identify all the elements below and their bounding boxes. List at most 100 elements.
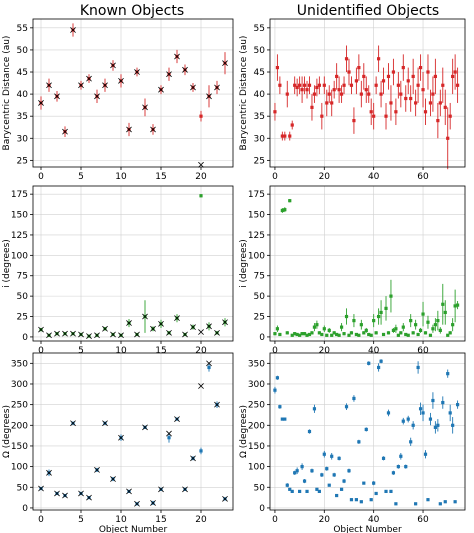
data-point xyxy=(389,294,393,298)
y-tick-label: 50 xyxy=(17,483,29,493)
y-tick-label: 50 xyxy=(254,483,266,493)
data-point xyxy=(394,502,398,506)
x-tick-label: 5 xyxy=(78,172,84,182)
data-point xyxy=(310,331,314,335)
data-point xyxy=(325,333,329,337)
reference-x-marker xyxy=(166,71,172,78)
data-point xyxy=(362,331,366,335)
data-point xyxy=(300,332,304,336)
data-point xyxy=(433,74,437,79)
data-point xyxy=(307,332,312,337)
data-point xyxy=(207,365,211,370)
reference-x-marker xyxy=(54,490,60,497)
y-tick-label: 100 xyxy=(11,251,28,261)
data-point xyxy=(302,479,307,483)
x-tick-label: 0 xyxy=(272,172,278,182)
data-point xyxy=(377,365,381,370)
data-point xyxy=(384,114,388,118)
data-point xyxy=(354,79,358,83)
y-tick-label: 55 xyxy=(17,24,28,34)
reference-x-marker xyxy=(38,485,44,492)
data-point xyxy=(406,79,410,83)
data-point xyxy=(317,83,321,87)
data-point xyxy=(344,57,349,61)
reference-x-marker xyxy=(182,331,188,338)
data-point xyxy=(396,333,400,337)
data-point xyxy=(335,332,339,337)
y-tick-label: 50 xyxy=(254,46,266,56)
data-point xyxy=(369,110,373,114)
x-tick-label: 20 xyxy=(195,172,207,182)
data-point xyxy=(446,333,450,337)
data-point xyxy=(414,502,418,506)
reference-x-marker xyxy=(190,84,196,91)
reference-x-marker xyxy=(62,492,68,499)
data-point xyxy=(455,303,460,307)
x-axis-label: Object Number xyxy=(333,525,402,533)
y-tick-label: 55 xyxy=(254,24,265,34)
data-point xyxy=(436,319,440,323)
data-point xyxy=(330,454,334,458)
reference-x-marker xyxy=(182,486,188,493)
reference-x-marker xyxy=(62,128,68,135)
x-tick-label: 15 xyxy=(155,346,166,356)
data-point xyxy=(453,70,457,74)
y-tick-label: 35 xyxy=(254,112,265,122)
column-title-right: Unidentified Objects xyxy=(297,3,439,19)
reference-x-marker xyxy=(198,329,204,335)
data-point xyxy=(438,502,442,506)
data-point xyxy=(288,134,292,138)
data-point xyxy=(288,487,292,491)
data-point xyxy=(433,425,437,429)
reference-x-marker xyxy=(70,420,76,427)
data-point xyxy=(394,110,398,114)
data-point xyxy=(307,429,312,434)
reference-x-marker xyxy=(126,126,132,133)
reference-x-marker xyxy=(206,93,212,100)
y-tick-label: 250 xyxy=(248,401,265,411)
plot-frame xyxy=(32,185,234,342)
x-tick-label: 40 xyxy=(368,346,380,356)
data-point xyxy=(441,83,445,87)
data-point xyxy=(349,83,354,87)
y-tick-label: 150 xyxy=(11,211,28,221)
reference-x-marker xyxy=(86,333,92,339)
y-tick-label: 25 xyxy=(254,313,265,323)
data-point xyxy=(416,332,420,337)
y-tick-label: 300 xyxy=(248,380,265,390)
data-point xyxy=(298,333,302,337)
data-point xyxy=(377,57,381,61)
data-point xyxy=(396,83,400,87)
data-point xyxy=(283,208,287,212)
x-tick-label: 20 xyxy=(195,346,207,356)
reference-x-marker xyxy=(150,500,156,506)
x-tick-label: 20 xyxy=(195,515,207,525)
data-point xyxy=(451,323,455,327)
data-point xyxy=(431,92,435,96)
data-point xyxy=(389,101,393,105)
reference-x-marker xyxy=(94,332,100,339)
data-point xyxy=(453,500,457,504)
data-point xyxy=(295,469,299,473)
data-point xyxy=(332,473,336,477)
reference-x-marker xyxy=(62,330,68,337)
data-point xyxy=(315,85,319,90)
y-tick-label: 30 xyxy=(17,134,29,144)
data-point xyxy=(339,325,344,329)
reference-x-marker xyxy=(126,488,132,495)
y-tick-label: 125 xyxy=(11,231,28,241)
x-tick-label: 15 xyxy=(155,515,166,525)
x-tick-label: 10 xyxy=(115,346,127,356)
data-point xyxy=(418,328,423,332)
data-point xyxy=(362,74,366,79)
data-point xyxy=(312,325,317,329)
column-title-left: Known Objects xyxy=(80,3,184,19)
y-tick-label: 50 xyxy=(17,46,29,56)
y-tick-label: 100 xyxy=(248,251,265,261)
y-tick-label: 175 xyxy=(248,190,265,200)
data-point xyxy=(344,405,349,409)
x-tick-label: 20 xyxy=(319,515,331,525)
x-tick-label: 0 xyxy=(38,515,44,525)
reference-x-marker xyxy=(150,325,156,332)
data-point xyxy=(446,372,450,376)
